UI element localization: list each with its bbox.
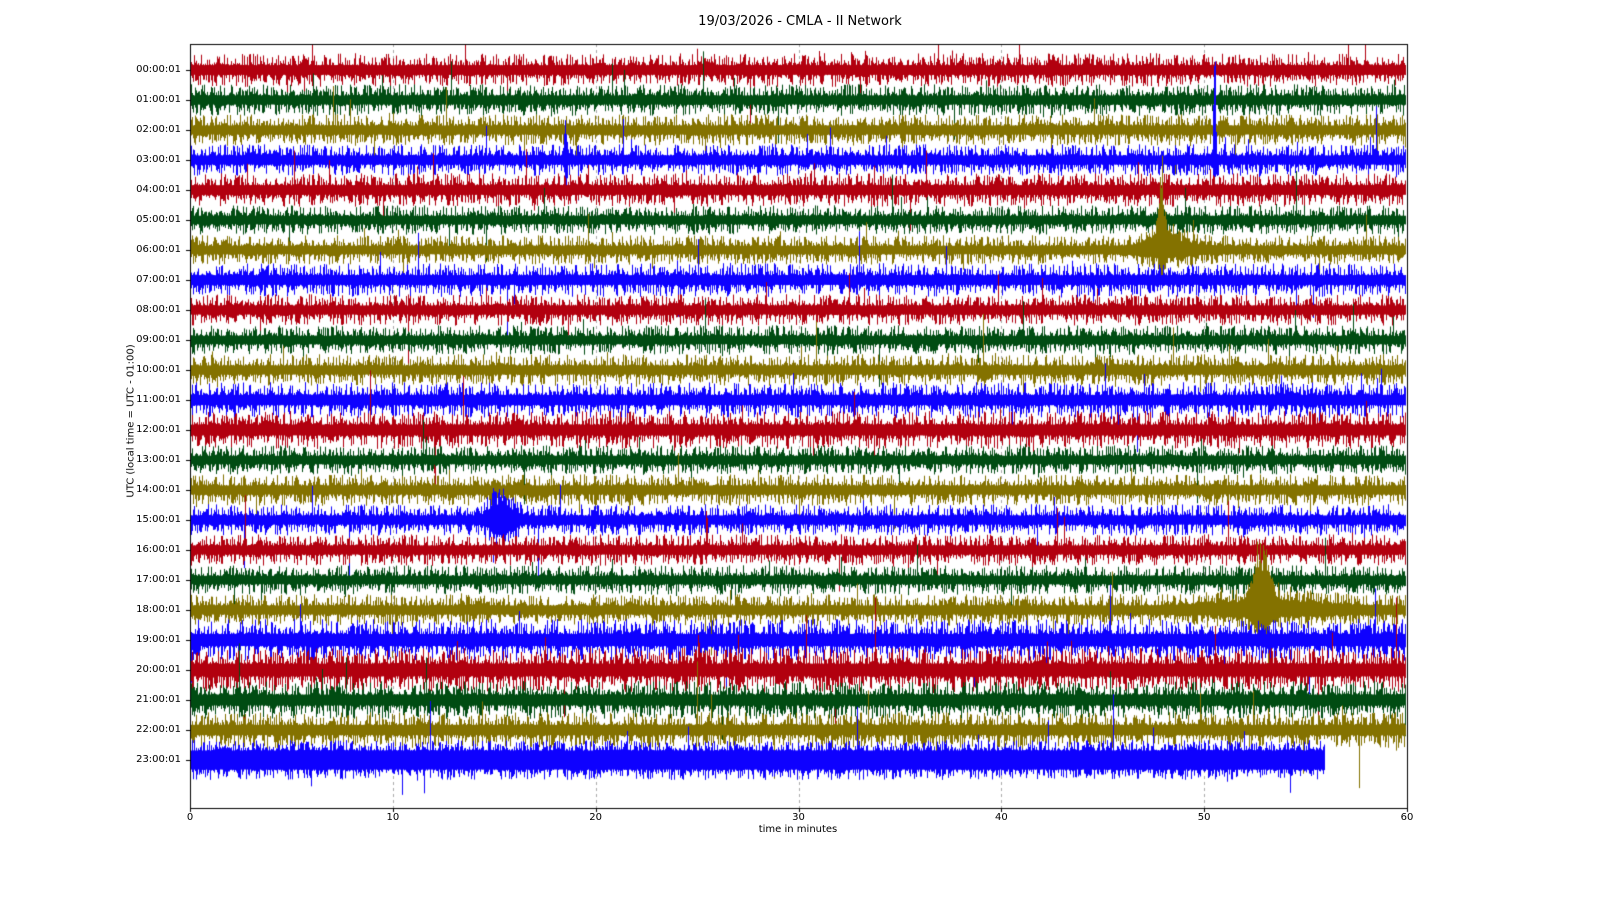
x-tick-label: 60 <box>1400 812 1414 823</box>
y-tick-label: 21:00:01 <box>136 694 181 705</box>
y-tick-label: 06:00:01 <box>136 244 181 255</box>
y-tick-label: 11:00:01 <box>136 394 181 405</box>
x-axis-label: time in minutes <box>758 824 838 835</box>
y-tick-label: 00:00:01 <box>136 64 181 75</box>
y-tick-label: 13:00:01 <box>136 454 181 465</box>
y-tick-label: 16:00:01 <box>136 544 181 555</box>
chart-title: 19/03/2026 - CMLA - II Network <box>698 14 902 29</box>
x-tick-label: 50 <box>1197 812 1211 823</box>
y-tick-label: 07:00:01 <box>136 274 181 285</box>
y-tick-label: 03:00:01 <box>136 154 181 165</box>
y-tick-label: 01:00:01 <box>136 94 181 105</box>
y-tick-label: 09:00:01 <box>136 334 181 345</box>
x-tick-label: 30 <box>792 812 805 823</box>
y-tick-label: 17:00:01 <box>136 574 181 585</box>
x-tick-label: 20 <box>589 812 603 823</box>
y-tick-label: 14:00:01 <box>136 484 181 495</box>
y-tick-label: 08:00:01 <box>136 304 181 315</box>
y-tick-label: 18:00:01 <box>136 604 181 615</box>
y-tick-label: 05:00:01 <box>136 214 181 225</box>
x-tick-label: 0 <box>186 812 194 823</box>
y-tick-label: 20:00:01 <box>136 664 181 675</box>
y-tick-label: 19:00:01 <box>136 634 181 645</box>
x-tick-label: 10 <box>386 812 400 823</box>
y-tick-label: 15:00:01 <box>136 514 181 525</box>
y-tick-label: 02:00:01 <box>136 124 181 135</box>
x-tick-label: 40 <box>994 812 1008 823</box>
y-tick-label: 10:00:01 <box>136 364 181 375</box>
y-tick-label: 23:00:01 <box>136 754 181 765</box>
y-tick-label: 12:00:01 <box>136 424 181 435</box>
y-tick-label: 04:00:01 <box>136 184 181 195</box>
y-tick-label: 22:00:01 <box>136 724 181 735</box>
